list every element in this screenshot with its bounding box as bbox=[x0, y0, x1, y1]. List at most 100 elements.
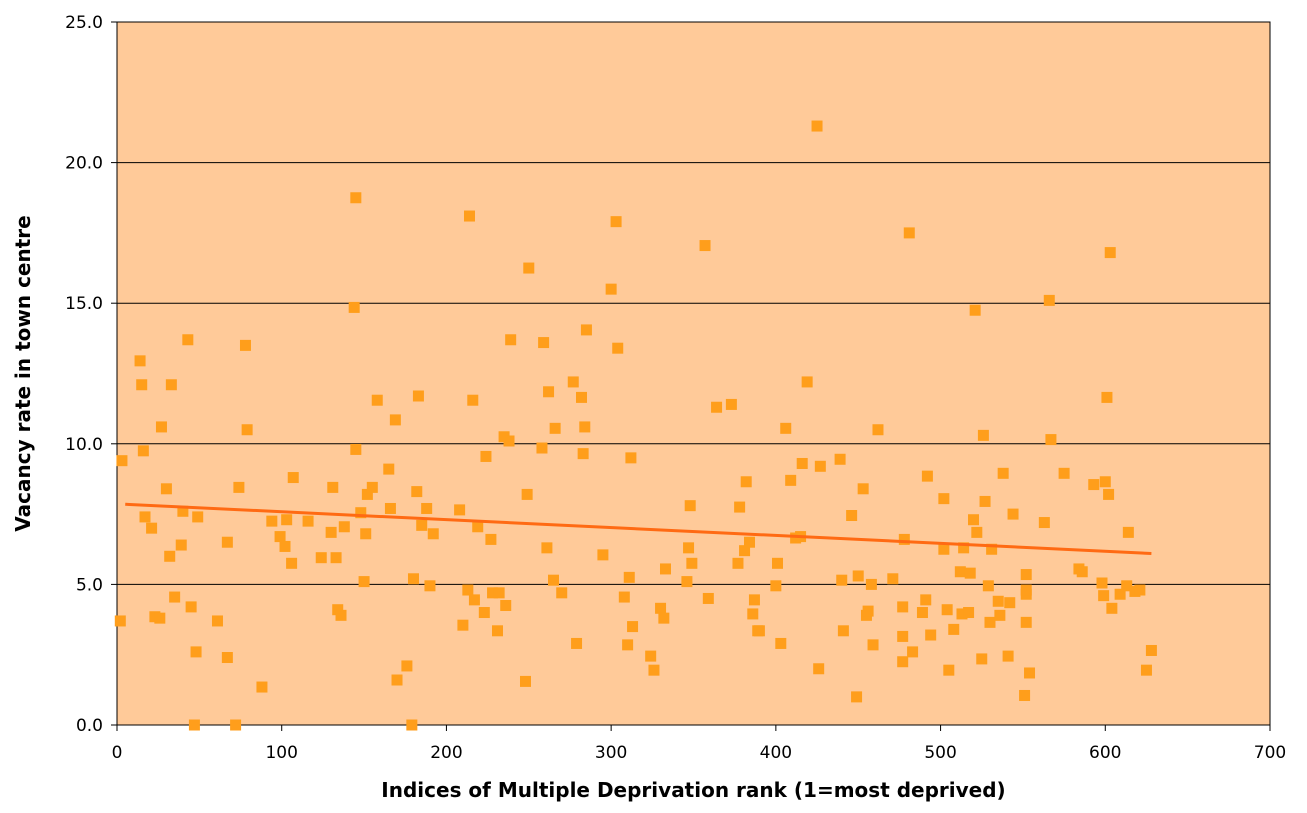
y-tick-label: 20.0 bbox=[65, 154, 103, 174]
data-point bbox=[165, 379, 177, 391]
data-point bbox=[1096, 577, 1108, 589]
data-point bbox=[1020, 584, 1032, 596]
data-point bbox=[182, 334, 194, 346]
data-point bbox=[605, 283, 617, 295]
data-point bbox=[1104, 247, 1116, 259]
data-point bbox=[467, 394, 479, 406]
data-point bbox=[424, 580, 436, 592]
data-point bbox=[427, 528, 439, 540]
data-point bbox=[920, 594, 932, 606]
data-point bbox=[747, 608, 759, 620]
data-point bbox=[958, 542, 970, 554]
data-point bbox=[384, 502, 396, 514]
data-point bbox=[770, 580, 782, 592]
data-point bbox=[622, 639, 634, 651]
data-point bbox=[997, 467, 1009, 479]
data-point bbox=[938, 543, 950, 555]
data-point bbox=[146, 522, 158, 534]
data-point bbox=[994, 609, 1006, 621]
data-point bbox=[503, 435, 515, 447]
data-point bbox=[1024, 667, 1036, 679]
data-point bbox=[711, 401, 723, 413]
data-point bbox=[1134, 584, 1146, 596]
data-point bbox=[421, 502, 433, 514]
data-point bbox=[1106, 602, 1118, 614]
y-tick-label: 15.0 bbox=[65, 294, 103, 314]
data-point bbox=[612, 342, 624, 354]
data-point bbox=[412, 390, 424, 402]
data-point bbox=[780, 422, 792, 434]
data-point bbox=[976, 653, 988, 665]
data-point bbox=[493, 587, 505, 599]
data-point bbox=[862, 605, 874, 617]
data-point bbox=[462, 584, 474, 596]
data-point bbox=[734, 501, 746, 513]
data-point bbox=[391, 674, 403, 686]
data-point bbox=[1098, 590, 1110, 602]
data-point bbox=[1122, 526, 1134, 538]
data-point bbox=[169, 591, 181, 603]
x-tick-label: 500 bbox=[924, 743, 956, 763]
data-point bbox=[772, 557, 784, 569]
x-tick-labels: 0 100 200 300 400 500 600 700 bbox=[112, 743, 1287, 763]
data-point bbox=[618, 591, 630, 603]
data-point bbox=[286, 557, 298, 569]
data-point bbox=[401, 660, 413, 672]
data-point bbox=[556, 587, 568, 599]
data-point bbox=[230, 719, 242, 731]
data-point bbox=[846, 510, 858, 522]
data-point bbox=[1020, 569, 1032, 581]
data-point bbox=[485, 533, 497, 545]
data-point bbox=[852, 570, 864, 582]
data-point bbox=[740, 476, 752, 488]
data-point bbox=[500, 599, 512, 611]
data-point bbox=[547, 574, 559, 586]
data-point bbox=[897, 630, 909, 642]
data-point bbox=[416, 519, 428, 531]
data-point bbox=[971, 526, 983, 538]
data-point bbox=[480, 450, 492, 462]
y-tick-labels: 0.0 5.0 10.0 15.0 20.0 25.0 bbox=[65, 13, 103, 736]
data-point bbox=[287, 472, 299, 484]
data-point bbox=[371, 394, 383, 406]
data-point bbox=[1140, 664, 1152, 676]
data-point bbox=[963, 607, 975, 619]
x-tick-label: 0 bbox=[112, 743, 123, 763]
data-point bbox=[610, 216, 622, 228]
data-point bbox=[221, 536, 233, 548]
data-point bbox=[366, 481, 378, 493]
data-point bbox=[454, 504, 466, 516]
y-tick-label: 10.0 bbox=[65, 435, 103, 455]
data-point bbox=[739, 545, 751, 557]
data-point bbox=[239, 339, 251, 351]
data-point bbox=[982, 580, 994, 592]
y-tick-label: 5.0 bbox=[76, 575, 103, 595]
data-point bbox=[943, 664, 955, 676]
x-axis-title: Indices of Multiple Deprivation rank (1=… bbox=[381, 778, 1005, 802]
data-point bbox=[221, 652, 233, 664]
data-point bbox=[1076, 566, 1088, 578]
data-point bbox=[796, 457, 808, 469]
data-point bbox=[338, 521, 350, 533]
data-point bbox=[836, 574, 848, 586]
data-point bbox=[744, 536, 756, 548]
data-point bbox=[256, 681, 268, 693]
data-point bbox=[137, 445, 149, 457]
data-point bbox=[389, 414, 401, 426]
data-point bbox=[984, 616, 996, 628]
data-point bbox=[575, 391, 587, 403]
data-point bbox=[335, 609, 347, 621]
data-point bbox=[938, 493, 950, 505]
x-tick-label: 700 bbox=[1254, 743, 1286, 763]
data-point bbox=[897, 601, 909, 613]
data-point bbox=[211, 615, 223, 627]
x-tick-label: 100 bbox=[265, 743, 297, 763]
data-point bbox=[175, 539, 187, 551]
data-point bbox=[188, 719, 200, 731]
data-point bbox=[681, 576, 693, 588]
plot-border bbox=[116, 21, 1271, 726]
data-point bbox=[139, 511, 151, 523]
data-point bbox=[521, 488, 533, 500]
data-point bbox=[580, 324, 592, 336]
